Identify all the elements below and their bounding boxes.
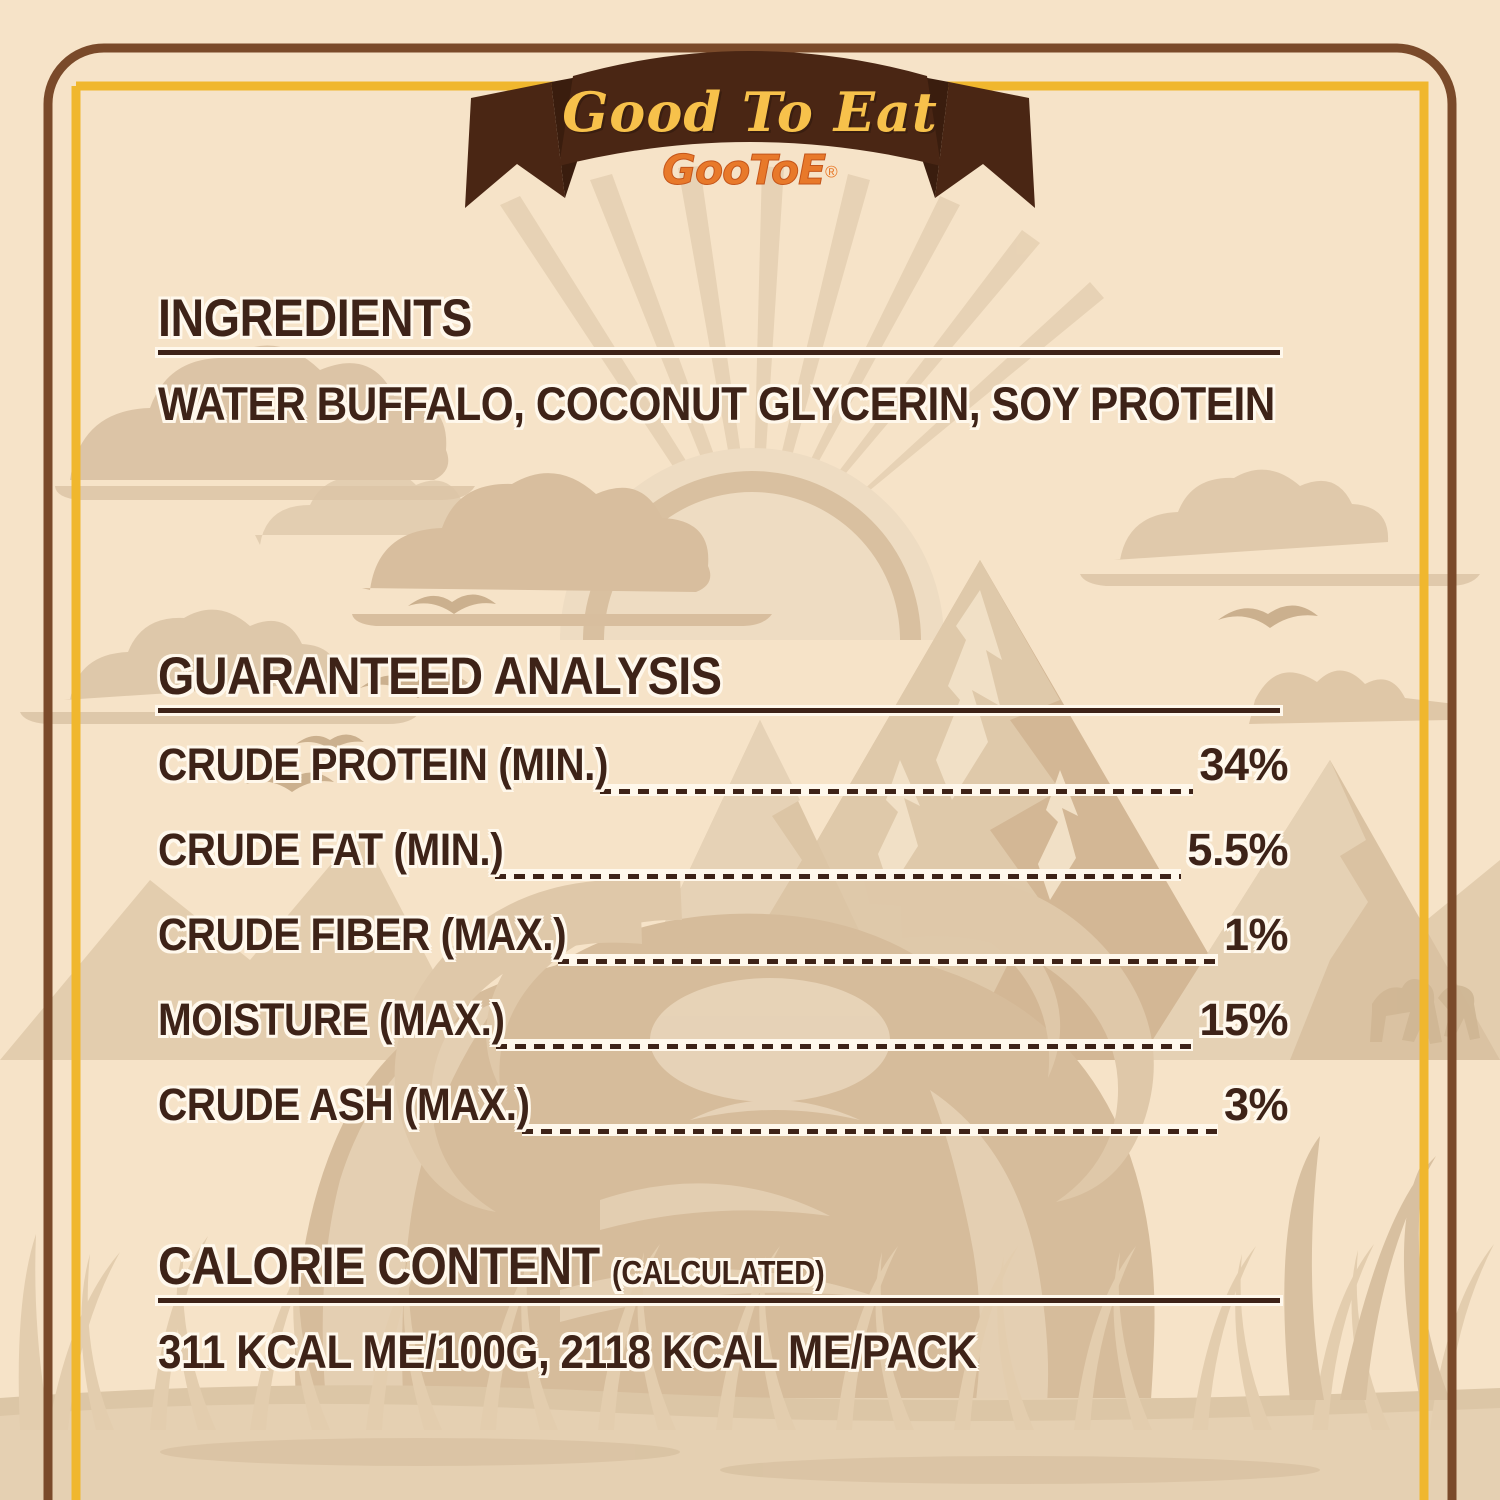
reed-icon — [1284, 1136, 1450, 1400]
ribbon-shape — [465, 51, 1035, 208]
leader-dots — [495, 869, 1182, 881]
leader-dots — [600, 784, 1194, 796]
leader-dots — [496, 1039, 1194, 1051]
analysis-value: 15% — [1199, 994, 1288, 1045]
ingredients-heading: INGREDIENTS — [158, 289, 472, 348]
calorie-content-heading: CALORIE CONTENT (CALCULATED) — [158, 1240, 1145, 1293]
calorie-content-heading-note: (CALCULATED) — [611, 1254, 825, 1291]
distant-animal-icon — [1370, 979, 1480, 1044]
analysis-row: CRUDE FIBER (MAX.) 1% — [158, 909, 1289, 970]
analysis-label: MOISTURE (MAX.) — [158, 994, 505, 1045]
analysis-value: 5.5% — [1187, 824, 1288, 875]
analysis-value: 3% — [1223, 1079, 1289, 1130]
leader-dots — [521, 1124, 1218, 1136]
calorie-content-heading-main: CALORIE CONTENT — [158, 1237, 600, 1296]
calorie-content-body: 311 KCAL ME/100G, 2118 KCAL ME/PACK — [158, 1325, 977, 1378]
analysis-row: CRUDE FAT (MIN.) 5.5% — [158, 824, 1288, 885]
ingredients-body: WATER BUFFALO, COCONUT GLYCERIN, SOY PRO… — [158, 377, 1275, 430]
analysis-label: CRUDE PROTEIN (MIN.) — [158, 739, 608, 790]
guaranteed-analysis-heading: GUARANTEED ANALYSIS — [158, 647, 722, 706]
analysis-value: 1% — [1223, 909, 1289, 960]
banner-title: Good To Eat — [562, 80, 938, 144]
analysis-row: CRUDE ASH (MAX.) 3% — [158, 1079, 1289, 1140]
analysis-value: 34% — [1199, 739, 1288, 790]
calorie-content-section: CALORIE CONTENT (CALCULATED) 311 KCAL ME/… — [158, 1240, 1280, 1375]
analysis-label: CRUDE FAT (MIN.) — [158, 824, 504, 875]
ingredients-rule — [158, 350, 1280, 355]
calorie-content-rule — [158, 1298, 1280, 1303]
brand-banner: Good To Eat GooToE® — [455, 38, 1045, 213]
guaranteed-analysis-rule — [158, 708, 1280, 713]
brand-logo: GooToE® — [455, 146, 1045, 195]
analysis-row: CRUDE PROTEIN (MIN.) 34% — [158, 739, 1288, 800]
analysis-label: CRUDE FIBER (MAX.) — [158, 909, 567, 960]
guaranteed-analysis-section: GUARANTEED ANALYSIS CRUDE PROTEIN (MIN.)… — [158, 647, 1289, 1136]
analysis-label: CRUDE ASH (MAX.) — [158, 1079, 530, 1130]
label-content: INGREDIENTS WATER BUFFALO, COCONUT GLYCE… — [158, 0, 1289, 1500]
registered-trademark-icon: ® — [825, 162, 838, 182]
leader-dots — [558, 954, 1218, 966]
analysis-row: MOISTURE (MAX.) 15% — [158, 994, 1288, 1055]
ingredients-section: INGREDIENTS WATER BUFFALO, COCONUT GLYCE… — [158, 289, 1280, 427]
brand-logo-text: GooToE — [662, 146, 827, 195]
